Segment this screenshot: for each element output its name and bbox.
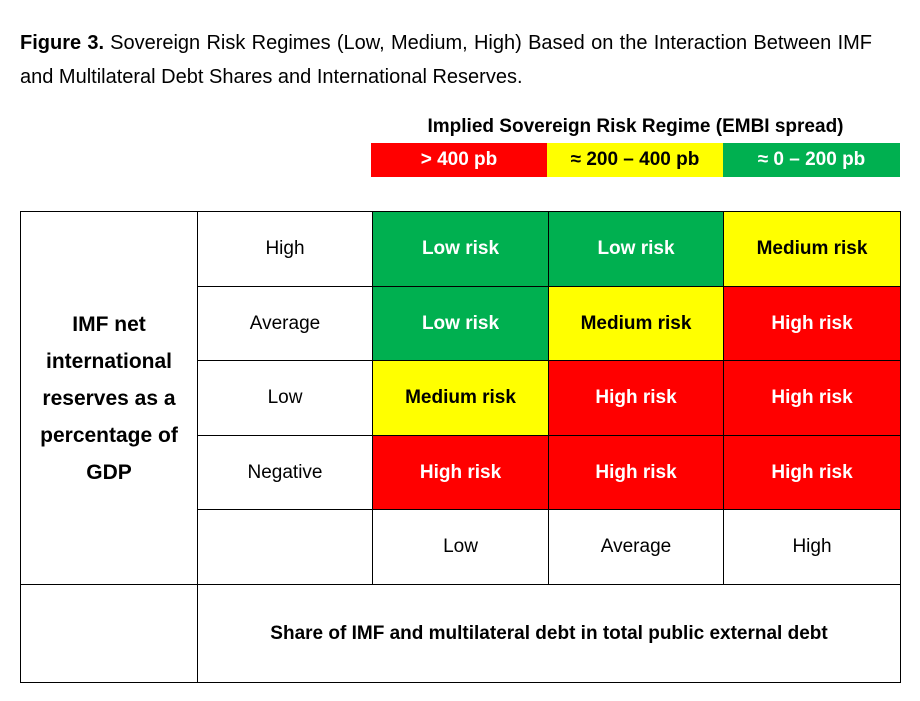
risk-cell: High risk (372, 435, 549, 510)
x-axis-label: Share of IMF and multilateral debt in to… (197, 584, 901, 683)
row-label: Negative (197, 435, 373, 510)
risk-cell: Medium risk (372, 360, 549, 436)
column-label: Low (372, 509, 549, 585)
risk-cell: Medium risk (548, 286, 724, 361)
risk-cell: Medium risk (723, 211, 901, 287)
risk-cell: Low risk (372, 286, 549, 361)
risk-cell: Low risk (548, 211, 724, 287)
risk-cell: High risk (723, 435, 901, 510)
legend-item: ≈ 200 – 400 pb (547, 143, 723, 177)
row-label: Low (197, 360, 373, 436)
caption-text: Sovereign Risk Regimes (Low, Medium, Hig… (20, 32, 872, 88)
risk-cell: High risk (723, 360, 901, 436)
empty-cell (197, 509, 373, 585)
legend-item: ≈ 0 – 200 pb (723, 143, 900, 177)
row-label: High (197, 211, 373, 287)
risk-cell: Low risk (372, 211, 549, 287)
risk-cell: High risk (548, 360, 724, 436)
caption: Figure 3. Sovereign Risk Regimes (Low, Me… (20, 26, 872, 94)
risk-cell: High risk (548, 435, 724, 510)
column-label: High (723, 509, 901, 585)
y-axis-label: IMF net international reserves as a perc… (20, 211, 198, 585)
risk-cell: High risk (723, 286, 901, 361)
legend-title: Implied Sovereign Risk Regime (EMBI spre… (427, 116, 844, 137)
caption-label: Figure 3. (20, 32, 105, 54)
legend-item: > 400 pb (371, 143, 547, 177)
row-label: Average (197, 286, 373, 361)
empty-cell (20, 584, 198, 683)
column-label: Average (548, 509, 724, 585)
